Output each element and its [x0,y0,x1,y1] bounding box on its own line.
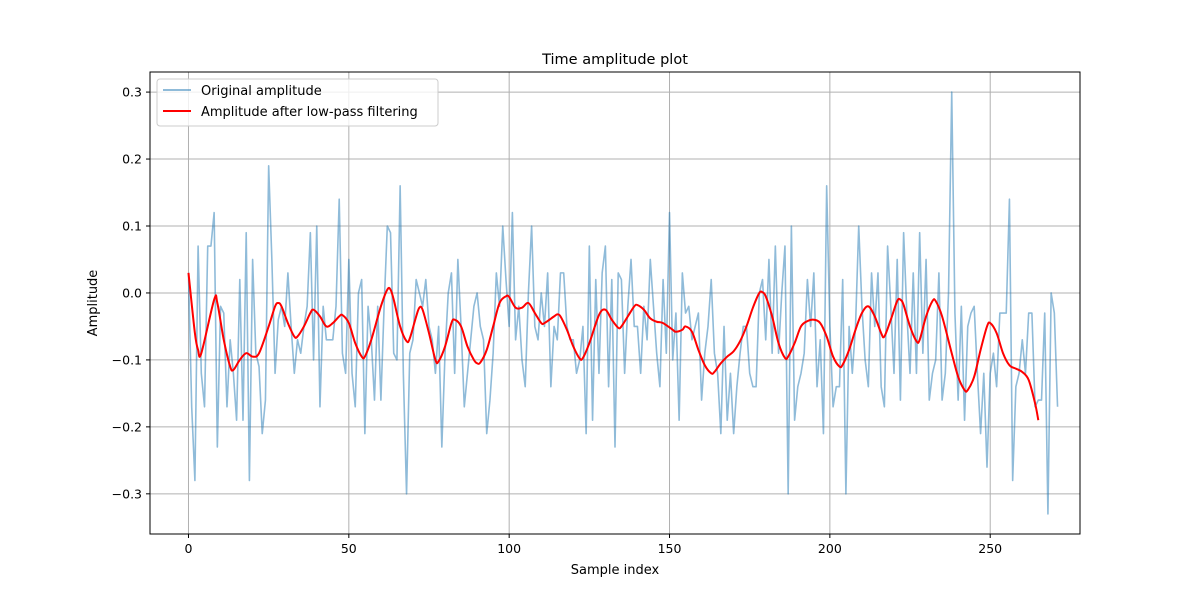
legend-label-original: Original amplitude [201,84,322,99]
y-tick-label: 0.3 [122,85,142,100]
x-tick-label: 150 [658,541,682,556]
y-axis-label: Amplitude [86,270,101,337]
legend-box [156,78,439,127]
series-layer [187,91,1059,515]
y-tick-label: −0.1 [112,352,142,367]
y-tick-label: 0.1 [122,219,142,234]
x-tick-label: 100 [497,541,521,556]
chart-title: Time amplitude plot [541,52,688,68]
axis-ticks: 0 50 100 150 200 250 −0.3 −0.2 −0.1 0.0 0.1 0.2 0.3 [112,85,1003,556]
y-tick-label: 0.2 [122,152,142,167]
y-tick-label: 0.0 [122,285,142,300]
x-tick-label: 50 [341,541,357,556]
y-tick-label: −0.3 [112,486,142,501]
legend-label-filtered: Amplitude after low-pass filtering [201,105,418,120]
series-filtered-amplitude [187,272,1040,421]
x-tick-label: 0 [185,541,193,556]
plot-frame [149,71,1081,535]
legend: Original amplitude Amplitude after low-p… [156,78,439,127]
x-tick-label: 200 [818,541,842,556]
y-tick-label: −0.2 [112,419,142,434]
x-axis-label: Sample index [571,563,660,578]
series-original-amplitude [187,91,1059,515]
x-tick-label: 250 [978,541,1002,556]
